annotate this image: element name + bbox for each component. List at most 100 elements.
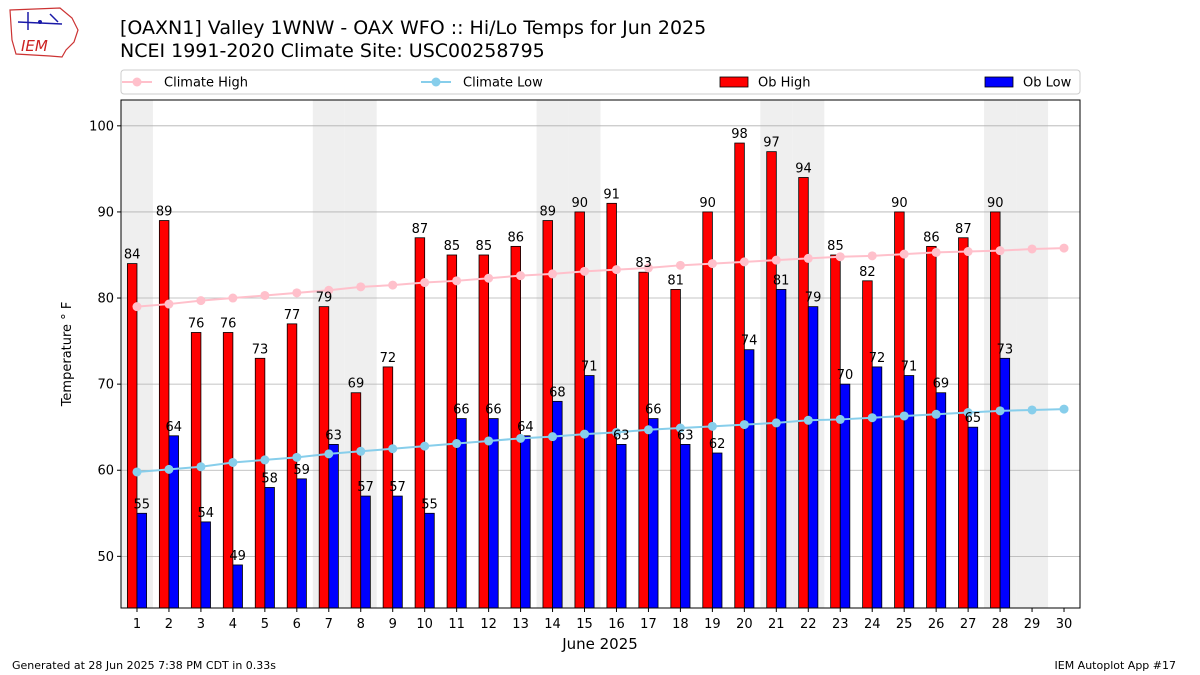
climate-high-point-20 bbox=[739, 257, 749, 267]
y-axis-label: Temperature ° F bbox=[60, 302, 75, 408]
x-tick-label-26: 26 bbox=[928, 617, 945, 632]
x-tick-label-14: 14 bbox=[544, 617, 561, 632]
ob-high-bar-12 bbox=[478, 254, 490, 609]
ob-high-bar-8 bbox=[350, 392, 362, 609]
climate-low-point-24 bbox=[867, 413, 877, 423]
y-tick-label-70: 70 bbox=[97, 378, 114, 393]
ob-low-label-25: 71 bbox=[901, 360, 918, 375]
ob-high-label-5: 73 bbox=[252, 342, 269, 357]
x-tick-label-3: 3 bbox=[197, 617, 205, 632]
climate-high-point-9 bbox=[388, 280, 398, 290]
x-tick-label-4: 4 bbox=[229, 617, 237, 632]
ob-low-label-2: 64 bbox=[165, 420, 182, 435]
gridlines bbox=[121, 125, 1080, 557]
ob-low-bar-3 bbox=[200, 521, 211, 609]
ob-low-label-15: 71 bbox=[581, 360, 598, 375]
ob-high-label-16: 91 bbox=[603, 187, 620, 202]
ob-high-label-13: 86 bbox=[508, 230, 525, 245]
ob-low-bar-18 bbox=[680, 444, 691, 609]
climate-low-point-19 bbox=[707, 421, 717, 431]
x-tick-label-29: 29 bbox=[1024, 617, 1041, 632]
climate-high-point-29 bbox=[1027, 244, 1037, 254]
x-tick-label-12: 12 bbox=[480, 617, 497, 632]
climate-low-point-12 bbox=[484, 436, 494, 446]
ob-high-bar-17 bbox=[638, 271, 649, 609]
climate-low-point-25 bbox=[899, 411, 909, 421]
climate-high-point-17 bbox=[643, 263, 653, 273]
climate-low-point-23 bbox=[835, 414, 845, 424]
x-tick-label-10: 10 bbox=[416, 617, 433, 632]
ob-high-bar-24 bbox=[862, 280, 873, 609]
x-axis: 1 2 3 4 5 6 7 8 9 10 11 12 13 14 15 16 17 18 19 20 21 22 23 24 2… bbox=[133, 608, 1072, 632]
ob-low-label-6: 59 bbox=[293, 463, 310, 478]
ob-high-bar-19 bbox=[702, 211, 713, 609]
ob-high-bar-22 bbox=[798, 177, 809, 609]
x-tick-label-17: 17 bbox=[640, 617, 657, 632]
iem-logo-text: IEM bbox=[21, 37, 48, 55]
iem-logo: IEM bbox=[9, 7, 79, 58]
x-tick-label-22: 22 bbox=[800, 617, 817, 632]
ob-low-label-4: 49 bbox=[229, 549, 246, 564]
y-tick-label-60: 60 bbox=[97, 464, 114, 479]
climate-low-point-15 bbox=[580, 429, 590, 439]
x-tick-label-30: 30 bbox=[1056, 617, 1073, 632]
iowa-outline-icon bbox=[9, 7, 79, 58]
y-tick-label-80: 80 bbox=[97, 292, 114, 307]
x-tick-label-20: 20 bbox=[736, 617, 753, 632]
ob-low-label-17: 66 bbox=[645, 403, 662, 418]
ob-low-bar-4 bbox=[232, 564, 243, 609]
y-tick-label-50: 50 bbox=[97, 550, 114, 565]
climate-low-point-1 bbox=[132, 467, 142, 477]
x-tick-label-24: 24 bbox=[864, 617, 881, 632]
climate-low-point-3 bbox=[196, 462, 206, 472]
ob-low-bar-6 bbox=[296, 478, 307, 609]
ob-low-label-28: 73 bbox=[997, 342, 1014, 357]
climate-high-point-24 bbox=[867, 251, 877, 261]
legend: Climate High Climate Low Ob High Ob Low bbox=[120, 69, 1081, 95]
ob-high-label-3: 76 bbox=[188, 316, 205, 331]
ob-low-bar-9 bbox=[392, 495, 403, 609]
x-tick-label-16: 16 bbox=[608, 617, 625, 632]
ob-high-label-28: 90 bbox=[987, 196, 1004, 211]
x-tick-label-2: 2 bbox=[165, 617, 173, 632]
climate-low-point-13 bbox=[516, 433, 526, 443]
climate-low-point-22 bbox=[803, 415, 813, 425]
ob-high-bar-18 bbox=[670, 289, 681, 609]
chart-title: [OAXN1] Valley 1WNW - OAX WFO :: Hi/Lo T… bbox=[120, 17, 707, 39]
ob-high-label-7: 79 bbox=[316, 291, 333, 306]
climate-high-point-1 bbox=[132, 302, 142, 312]
climate-lines bbox=[132, 243, 1069, 477]
ob-low-bar-5 bbox=[264, 487, 275, 609]
x-tick-label-28: 28 bbox=[992, 617, 1009, 632]
ob-low-legend-swatch bbox=[984, 76, 1014, 88]
climate-high-point-5 bbox=[260, 290, 270, 300]
ob-high-label-24: 82 bbox=[859, 265, 876, 280]
ob-high-label-14: 89 bbox=[539, 205, 556, 220]
legend-frame bbox=[120, 69, 1081, 95]
ob-low-bar-19 bbox=[711, 452, 723, 609]
x-tick-label-1: 1 bbox=[133, 617, 141, 632]
climate-high-point-19 bbox=[707, 259, 717, 269]
ob-high-label-4: 76 bbox=[220, 316, 237, 331]
climate-low-point-16 bbox=[611, 427, 621, 437]
ob-high-label-2: 89 bbox=[156, 205, 173, 220]
ob-low-bar-24 bbox=[871, 366, 883, 609]
ob-low-label-9: 57 bbox=[389, 480, 406, 495]
climate-low-point-9 bbox=[388, 444, 398, 454]
ob-high-legend-swatch bbox=[719, 76, 749, 88]
climate-low-legend-marker bbox=[431, 77, 441, 87]
climate-low-point-20 bbox=[739, 420, 749, 430]
ob-low-bar-10 bbox=[424, 512, 435, 609]
climate-high-point-4 bbox=[228, 293, 238, 303]
ob-low-bar-14 bbox=[552, 400, 563, 609]
ob-high-label-6: 77 bbox=[284, 308, 301, 323]
climate-high-point-14 bbox=[548, 269, 558, 279]
ob-high-label-21: 97 bbox=[763, 136, 780, 151]
ob-low-label-19: 62 bbox=[709, 437, 726, 452]
climate-low-point-2 bbox=[164, 464, 174, 474]
ob-low-label-7: 63 bbox=[325, 428, 342, 443]
chart-subtitle: NCEI 1991-2020 Climate Site: USC00258795 bbox=[120, 40, 545, 62]
footer-app: IEM Autoplot App #17 bbox=[1054, 659, 1177, 672]
climate-high-point-28 bbox=[995, 246, 1005, 256]
ob-high-bar-25 bbox=[894, 211, 905, 609]
